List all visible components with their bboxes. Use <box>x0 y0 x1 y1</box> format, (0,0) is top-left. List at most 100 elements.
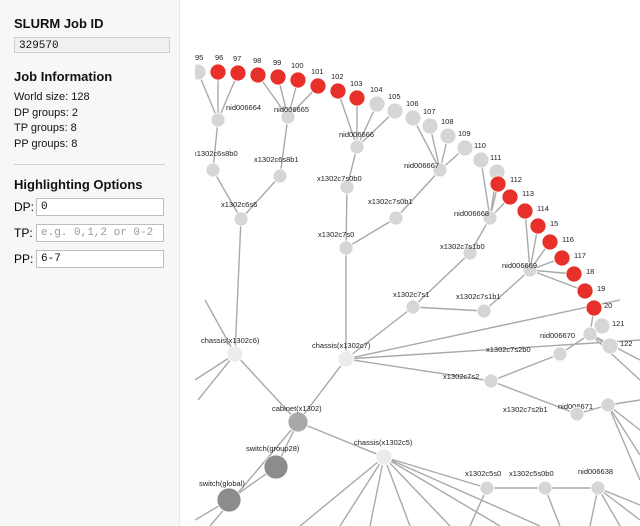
graph-node-n664[interactable] <box>210 112 226 128</box>
graph-node-c6s8b0[interactable] <box>205 162 221 178</box>
graph-node-n667[interactable] <box>432 162 448 178</box>
highlighting-heading: Highlighting Options <box>14 177 143 192</box>
graph-node-r20[interactable] <box>585 299 603 317</box>
node-label: x1302c7s0b0 <box>317 174 362 183</box>
graph-node-c7s2b0[interactable] <box>552 346 568 362</box>
graph-edge <box>299 456 385 526</box>
graph-edge <box>217 72 239 121</box>
node-label: x1302c5s0b0 <box>509 469 554 478</box>
node-label: 122 <box>620 339 633 348</box>
graph-node-r112[interactable] <box>489 175 507 193</box>
graph-node-n666[interactable] <box>349 139 365 155</box>
divider <box>14 164 165 165</box>
graph-node-ch6[interactable] <box>226 345 244 363</box>
graph-node-c7s1b0[interactable] <box>462 245 478 261</box>
graph-node-r104[interactable] <box>368 95 386 113</box>
graph-node-r102[interactable] <box>329 82 347 100</box>
graph-node-r98[interactable] <box>249 66 267 84</box>
graph-node-c7s2b1[interactable] <box>569 406 585 422</box>
node-label: 105 <box>388 92 401 101</box>
node-label: 121 <box>612 319 625 328</box>
graph-edge <box>607 404 640 481</box>
node-label: chassis(x1302c5) <box>354 438 413 447</box>
graph-node-r113[interactable] <box>501 188 519 206</box>
graph-node-ch7[interactable] <box>337 350 355 368</box>
graph-edge <box>369 456 385 526</box>
graph-node-c7s1b1[interactable] <box>476 303 492 319</box>
node-label: 98 <box>253 56 261 65</box>
graph-node-swg[interactable] <box>216 487 242 513</box>
graph-node-c6s6[interactable] <box>233 211 249 227</box>
graph-edge <box>490 353 561 382</box>
graph-node-r15[interactable] <box>529 217 547 235</box>
graph-node-r107[interactable] <box>421 117 439 135</box>
graph-edge <box>412 117 441 171</box>
graph-node-r121[interactable] <box>593 317 611 335</box>
node-label: 109 <box>458 129 471 138</box>
graph-node-n669[interactable] <box>522 262 538 278</box>
graph-node-n668[interactable] <box>482 210 498 226</box>
nodes[interactable]: 95 96 97 98 99 100 101 102 103 104 105 106 107 108 109… <box>195 53 633 513</box>
node-label: 102 <box>331 72 344 81</box>
graph-node-sw28[interactable] <box>263 454 289 480</box>
dp-input[interactable] <box>36 198 164 216</box>
graph-node-cab[interactable] <box>287 411 309 433</box>
graph-node-r103[interactable] <box>348 89 366 107</box>
node-label: 112 <box>510 175 522 184</box>
graph-edge <box>212 169 242 220</box>
node-label: x1302c7s2 <box>443 372 479 381</box>
node-label: 107 <box>423 107 436 116</box>
graph-edge <box>257 74 289 118</box>
node-label: nid006671 <box>558 402 593 411</box>
graph-edge <box>212 119 219 171</box>
graph-node-r117[interactable] <box>553 249 571 267</box>
topology-graph[interactable]: 95 96 97 98 99 100 101 102 103 104 105 106 107 108 109… <box>195 0 640 526</box>
graph-node-r95[interactable] <box>195 63 207 81</box>
tp-row: TP: <box>14 224 165 242</box>
pp-input[interactable] <box>36 250 164 268</box>
graph-node-r19[interactable] <box>576 282 594 300</box>
graph-edge <box>395 169 441 219</box>
node-label: 99 <box>273 58 281 67</box>
graph-node-r100[interactable] <box>289 71 307 89</box>
graph-node-r106[interactable] <box>404 109 422 127</box>
graph-edge <box>589 333 640 381</box>
graph-node-c6s8b1[interactable] <box>272 168 288 184</box>
graph-node-r110[interactable] <box>472 151 490 169</box>
node-label: nid006670 <box>540 331 575 340</box>
graph-edge <box>529 269 586 292</box>
graph-edge <box>234 353 299 423</box>
graph-node-n670[interactable] <box>582 326 598 342</box>
graph-node-c7s0b0[interactable] <box>339 179 355 195</box>
graph-node-n665[interactable] <box>280 109 296 125</box>
graph-node-c7s0[interactable] <box>338 240 354 256</box>
graph-node-r101[interactable] <box>309 77 327 95</box>
graph-node-r122[interactable] <box>601 337 619 355</box>
graph-node-r99[interactable] <box>269 68 287 86</box>
graph-node-r96[interactable] <box>209 63 227 81</box>
node-label: switch(global) <box>199 479 245 488</box>
graph-node-c5s0[interactable] <box>479 480 495 496</box>
job-id-field[interactable]: 329570 <box>14 37 170 53</box>
graph-node-c5s0b0[interactable] <box>537 480 553 496</box>
graph-node-n671[interactable] <box>600 397 616 413</box>
graph-node-ch5[interactable] <box>375 448 393 466</box>
graph-node-r114[interactable] <box>516 202 534 220</box>
tp-input[interactable] <box>36 224 164 242</box>
graph-node-c7s2[interactable] <box>483 373 499 389</box>
graph-node-r108[interactable] <box>439 127 457 145</box>
graph-node-r18[interactable] <box>565 265 583 283</box>
graph-node-c7s1[interactable] <box>405 299 421 315</box>
graph-edge <box>356 110 396 148</box>
graph-edge <box>383 456 501 526</box>
graph-node-r116[interactable] <box>541 233 559 251</box>
graph-edge <box>383 456 541 526</box>
graph-node-r109[interactable] <box>456 139 474 157</box>
graph-edge <box>345 217 397 249</box>
graph-node-c7s0b1[interactable] <box>388 210 404 226</box>
graph-node-r97[interactable] <box>229 64 247 82</box>
graph-node-r105[interactable] <box>386 102 404 120</box>
graph-edge <box>597 487 640 521</box>
graph-node-n638[interactable] <box>590 480 606 496</box>
topology-svg[interactable]: 95 96 97 98 99 100 101 102 103 104 105 106 107 108 109… <box>195 0 640 526</box>
